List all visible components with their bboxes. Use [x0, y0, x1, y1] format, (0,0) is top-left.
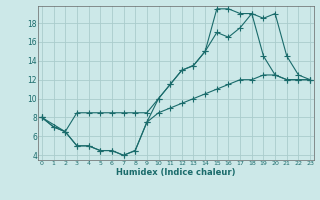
X-axis label: Humidex (Indice chaleur): Humidex (Indice chaleur): [116, 168, 236, 177]
